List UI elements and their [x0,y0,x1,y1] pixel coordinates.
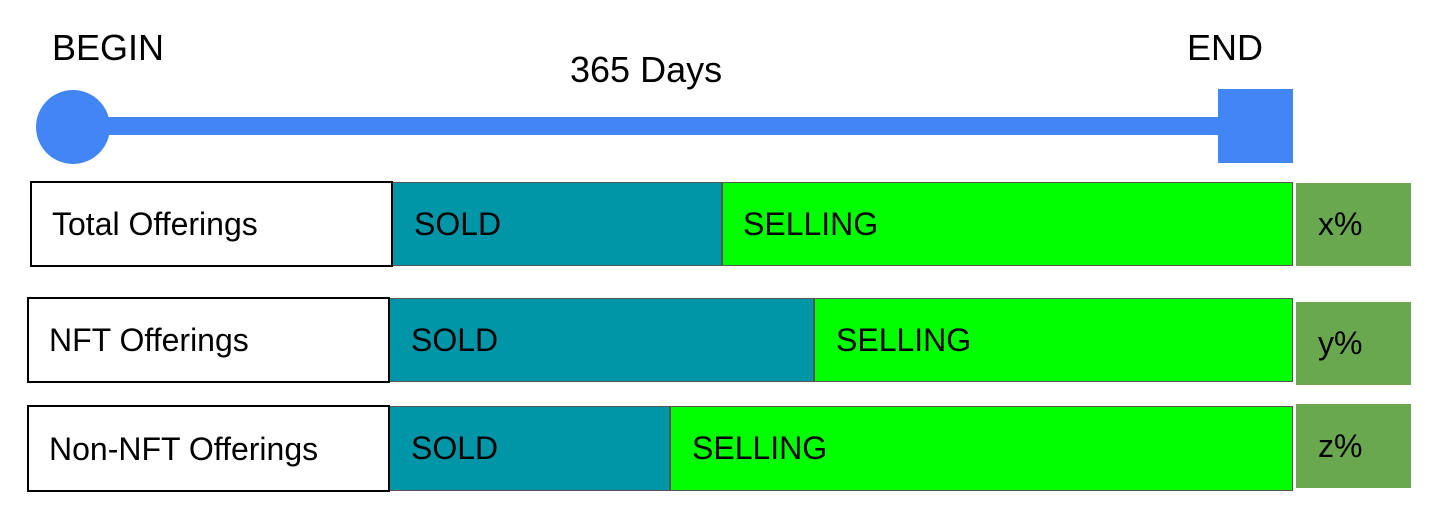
percent-box: y% [1296,302,1411,385]
timeline-start-marker [36,90,110,164]
row-label: NFT Offerings [49,322,249,358]
percent-box: x% [1296,183,1411,266]
selling-label: SELLING [836,321,972,358]
sold-label: SOLD [414,205,502,242]
selling-label: SELLING [743,205,879,242]
percent-value: z% [1318,427,1363,464]
percent-value: y% [1318,325,1363,361]
selling-segment: SELLING [722,182,1293,266]
selling-segment: SELLING [814,298,1293,382]
row-label-box: Non-NFT Offerings [27,405,390,492]
percent-box: z% [1296,404,1411,488]
sold-label: SOLD [411,430,499,466]
timeline-line [70,117,1230,135]
row-label: Non-NFT Offerings [49,430,319,467]
timeline-duration-label: 365 Days [570,49,723,90]
timeline-end-label: END [1187,27,1264,68]
timeline-begin-label: BEGIN [52,27,165,68]
row-label: Total Offerings [52,206,258,242]
sold-segment: SOLD [390,406,670,491]
sold-label: SOLD [411,321,499,358]
timeline-end-marker [1218,89,1293,163]
row-label-box: NFT Offerings [27,297,390,383]
row-label-box: Total Offerings [30,181,393,267]
percent-value: x% [1318,206,1363,242]
selling-segment: SELLING [670,406,1293,491]
sold-segment: SOLD [393,182,722,266]
selling-label: SELLING [692,430,828,466]
sold-segment: SOLD [390,298,814,382]
